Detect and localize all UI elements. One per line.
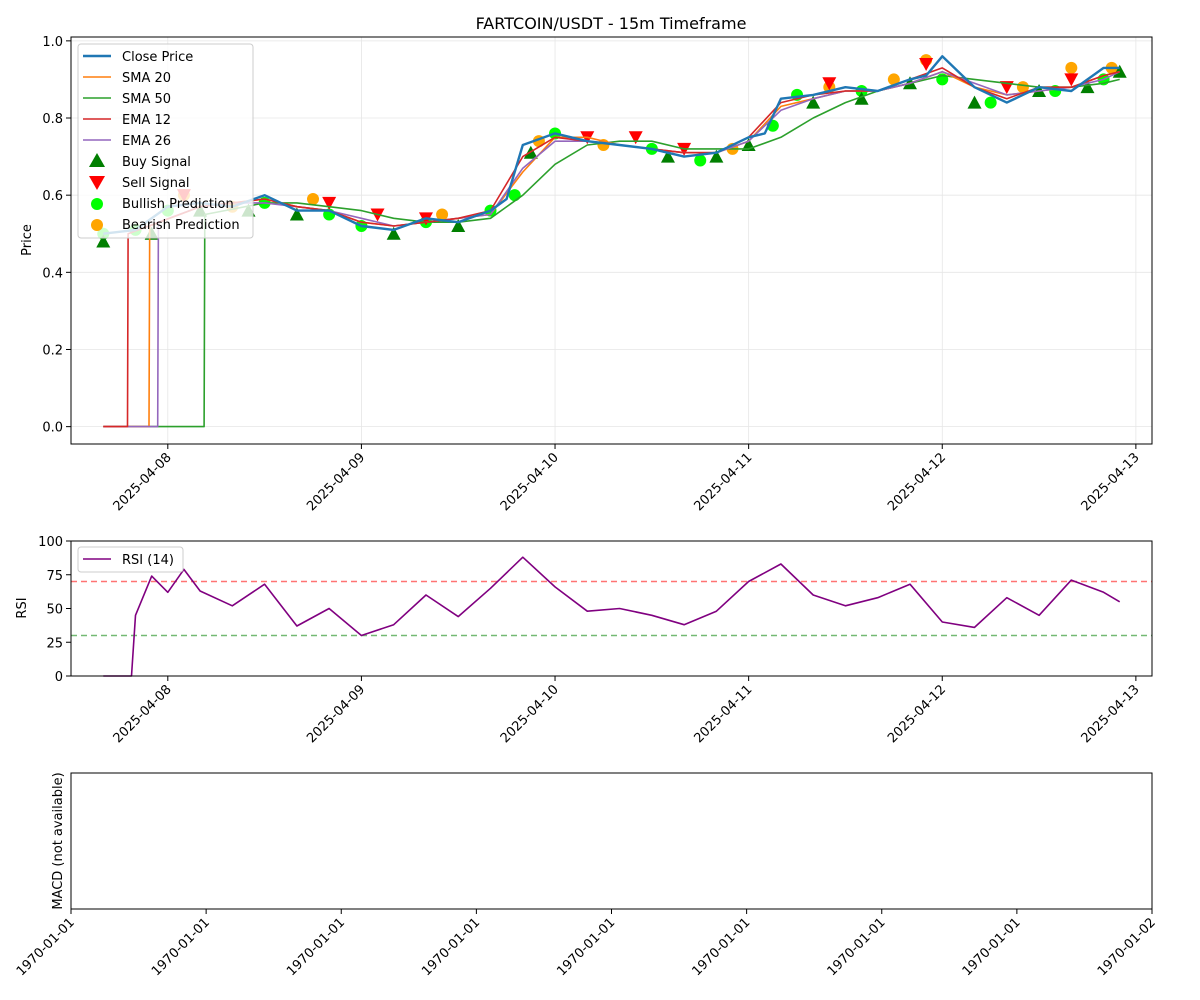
macd-x-tick-label: 1970-01-01: [419, 915, 483, 979]
price-x-tick-label: 2025-04-12: [885, 450, 949, 514]
buy-signal-marker: [660, 149, 675, 163]
rsi-x-ticks: 2025-04-08 2025-04-09 2025-04-10 2025-04-11…: [111, 676, 1143, 746]
price-y-axis-label: Price: [20, 224, 35, 256]
rsi-x-tick-label: 2025-04-12: [885, 682, 949, 746]
rsi-reference-lines: [71, 580, 1152, 637]
rsi-y-tick-label: 25: [46, 636, 63, 651]
rsi-y-tick-label: 100: [38, 535, 63, 550]
price-panel: 2025-04-08 2025-04-09 2025-04-10 2025-04-11…: [20, 35, 1153, 514]
sell-signal-marker: [1064, 73, 1079, 87]
price-legend: Close Price SMA 20 SMA 50 EMA 12 EMA 26 Buy S…: [77, 43, 254, 239]
bullish-prediction-point: [508, 189, 521, 202]
buy-signal-marker: [806, 95, 821, 109]
close-price-line: [103, 55, 1120, 235]
legend-label-bearish: Bearish Prediction: [122, 218, 240, 233]
macd-x-tick-label: 1970-01-01: [284, 915, 348, 979]
legend-label-buy: Buy Signal: [122, 155, 191, 170]
macd-x-tick-label: 1970-01-01: [14, 915, 78, 979]
macd-x-tick-label: 1970-01-02: [1095, 915, 1159, 979]
legend-swatch-buy: [89, 153, 105, 167]
legend-label-sma20: SMA 20: [122, 71, 171, 86]
legend-label-ema26: EMA 26: [122, 134, 171, 149]
price-x-tick-label: 2025-04-10: [498, 450, 562, 514]
rsi-x-tick-label: 2025-04-11: [691, 682, 755, 746]
buy-signal-marker: [967, 95, 982, 109]
rsi-y-ticks: 0 25 50 75 100: [38, 535, 71, 685]
macd-x-ticks: 1970-01-01 1970-01-01 1970-01-01 1970-01-01…: [14, 909, 1159, 979]
rsi-y-tick-label: 50: [46, 603, 63, 618]
price-series: [96, 54, 1127, 428]
rsi-y-tick-label: 75: [46, 569, 63, 584]
price-x-tick-label: 2025-04-09: [304, 450, 368, 514]
rsi-axes-frame: [70, 540, 1153, 677]
bearish-prediction-point: [887, 73, 900, 86]
rsi-legend-box: [77, 546, 184, 573]
macd-x-tick-label: 1970-01-01: [825, 915, 889, 979]
ema12-line: [103, 67, 1120, 428]
buy-signal-marker: [1112, 64, 1127, 78]
price-legend-box: [77, 43, 254, 239]
price-y-ticks: 0.0 0.2 0.4 0.6 0.8 1.0: [42, 35, 71, 436]
buy-signal-marker: [289, 207, 304, 221]
rsi-x-tick-label: 2025-04-09: [304, 682, 368, 746]
buy-signal-marker: [854, 91, 869, 105]
legend-label-bullish: Bullish Prediction: [122, 197, 234, 212]
legend-label-sma50: SMA 50: [122, 92, 171, 107]
macd-x-tick-label: 1970-01-01: [554, 915, 618, 979]
price-y-tick-label: 0.8: [42, 112, 63, 127]
rsi-x-tick-label: 2025-04-13: [1079, 682, 1143, 746]
buy-signal-marker: [96, 234, 111, 248]
bearish-prediction-point: [307, 193, 320, 206]
legend-swatch-bullish: [91, 198, 103, 210]
legend-swatch-sell: [89, 176, 105, 190]
sell-signal-marker: [322, 196, 337, 210]
buy-signal-marker: [386, 226, 401, 240]
price-y-tick-label: 0.0: [42, 421, 63, 436]
rsi-x-tick-label: 2025-04-10: [498, 682, 562, 746]
rsi-panel: 2025-04-08 2025-04-09 2025-04-10 2025-04-11…: [15, 535, 1153, 746]
rsi-line: [103, 556, 1121, 677]
rsi-y-axis-label: RSI: [15, 597, 30, 618]
macd-x-tick-label: 1970-01-01: [149, 915, 213, 979]
legend-label-close: Close Price: [122, 50, 193, 65]
buy-signal-marker: [709, 149, 724, 163]
sell-signal-marker: [628, 131, 643, 145]
sma20-line: [103, 70, 1120, 428]
bearish-prediction-point: [436, 208, 449, 221]
ema26-line: [103, 70, 1121, 428]
legend-swatch-bearish: [91, 219, 103, 231]
price-axes-frame: [70, 36, 1153, 445]
bullish-prediction-point: [984, 96, 997, 109]
buy-signal-marker: [1080, 80, 1095, 94]
bearish-prediction-point: [1065, 61, 1078, 74]
legend-label-sell: Sell Signal: [122, 176, 190, 191]
sell-signal-marker: [919, 58, 934, 72]
price-y-tick-label: 0.2: [42, 343, 63, 358]
sell-signal-marker: [822, 77, 837, 91]
price-x-tick-label: 2025-04-08: [111, 450, 175, 514]
legend-label-ema12: EMA 12: [122, 113, 171, 128]
macd-axes-frame: [70, 772, 1153, 910]
bullish-prediction-point: [694, 154, 707, 167]
price-x-tick-label: 2025-04-11: [691, 450, 755, 514]
legend-label-rsi: RSI (14): [122, 553, 174, 568]
macd-x-tick-label: 1970-01-01: [689, 915, 753, 979]
price-y-tick-label: 0.4: [42, 266, 63, 281]
buy-signal-marker: [451, 219, 466, 233]
rsi-series: [103, 556, 1121, 677]
rsi-legend: RSI (14): [77, 546, 184, 573]
macd-panel: 1970-01-01 1970-01-01 1970-01-01 1970-01-01…: [14, 772, 1159, 979]
price-x-ticks: 2025-04-08 2025-04-09 2025-04-10 2025-04-11…: [111, 444, 1143, 514]
sma50-line: [103, 74, 1120, 428]
rsi-y-tick-label: 0: [55, 670, 63, 685]
macd-x-tick-label: 1970-01-01: [960, 915, 1024, 979]
chart-title: FARTCOIN/USDT - 15m Timeframe: [476, 14, 747, 33]
rsi-x-tick-label: 2025-04-08: [111, 682, 175, 746]
price-y-tick-label: 1.0: [42, 35, 63, 50]
price-y-tick-label: 0.6: [42, 189, 63, 204]
price-x-tick-label: 2025-04-13: [1079, 450, 1143, 514]
macd-y-axis-label: MACD (not available): [51, 772, 66, 909]
